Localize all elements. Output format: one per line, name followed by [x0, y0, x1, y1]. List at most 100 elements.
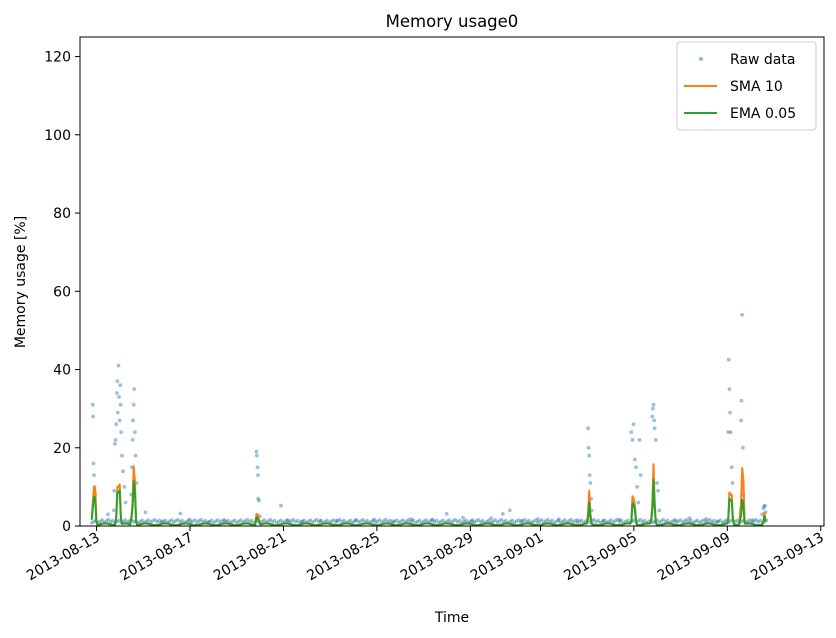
raw-data-point: [153, 517, 157, 522]
raw-data-point: [260, 519, 264, 524]
raw-data-point: [209, 518, 214, 523]
raw-data-point: [116, 363, 121, 368]
raw-data-point: [415, 519, 420, 524]
raw-data-point: [106, 517, 111, 522]
raw-data-point: [348, 518, 353, 523]
raw-data-point: [577, 519, 582, 524]
raw-data-point: [232, 518, 237, 523]
raw-data-point: [632, 457, 637, 462]
raw-data-point: [312, 519, 317, 523]
raw-data-point: [535, 520, 540, 525]
raw-data-point: [457, 518, 462, 523]
raw-data-point: [609, 518, 613, 522]
y-tick-label: 40: [53, 363, 71, 379]
raw-data-point: [291, 517, 296, 522]
raw-data-point: [556, 518, 561, 523]
raw-data-point: [602, 518, 607, 523]
raw-data-point: [285, 518, 290, 522]
raw-data-point: [455, 520, 460, 524]
raw-data-point: [650, 414, 655, 419]
raw-data-point: [527, 518, 531, 523]
raw-data-point: [178, 520, 182, 524]
raw-data-point: [115, 410, 120, 415]
raw-data-point: [150, 519, 155, 523]
raw-data-point: [270, 520, 275, 524]
raw-data-point: [642, 518, 647, 523]
raw-data-point: [441, 518, 445, 523]
raw-data-point: [300, 519, 304, 524]
raw-data-point: [237, 519, 241, 524]
raw-data-point: [635, 485, 639, 489]
raw-data-point: [550, 518, 554, 523]
raw-data-point: [510, 518, 514, 523]
raw-data-point: [157, 518, 161, 523]
raw-data-point: [715, 519, 720, 524]
raw-data-point: [409, 517, 414, 522]
raw-data-point: [762, 504, 767, 509]
raw-data-point: [178, 511, 183, 516]
raw-data-point: [763, 503, 767, 508]
raw-data-point: [478, 520, 483, 524]
raw-data-point: [180, 518, 184, 523]
raw-data-point: [638, 473, 643, 477]
raw-data-point: [213, 519, 218, 524]
raw-data-point: [120, 453, 124, 458]
raw-data-point: [114, 422, 119, 427]
raw-data-point: [359, 519, 363, 523]
raw-data-point: [333, 520, 338, 524]
raw-data-point: [761, 506, 766, 511]
raw-data-point: [514, 519, 519, 524]
raw-data-point: [279, 503, 283, 508]
raw-data-point: [695, 518, 699, 523]
raw-data-point: [394, 518, 399, 523]
raw-data-point: [286, 518, 290, 523]
raw-data-point: [655, 481, 659, 485]
raw-data-point: [476, 517, 481, 522]
y-tick-label: 20: [53, 441, 71, 457]
raw-data-point: [539, 518, 544, 522]
raw-data-point: [115, 391, 119, 395]
raw-data-point: [396, 520, 401, 525]
ema-005-line: [90, 478, 767, 527]
raw-data-point: [756, 520, 760, 524]
raw-data-point: [640, 520, 645, 524]
raw-data-point: [752, 519, 756, 523]
raw-data-point: [335, 519, 340, 523]
x-axis-label: Time: [434, 610, 469, 626]
raw-data-point: [407, 517, 411, 522]
raw-data-point: [708, 517, 712, 522]
raw-data-point: [586, 445, 591, 450]
raw-data-point: [104, 519, 109, 523]
raw-data-point: [712, 518, 716, 523]
raw-data-point: [588, 481, 593, 485]
raw-data-point: [631, 422, 636, 427]
raw-data-point: [739, 398, 744, 403]
raw-data-point: [718, 518, 723, 523]
raw-data-point: [729, 519, 733, 523]
raw-data-point: [705, 519, 710, 523]
raw-data-point: [728, 430, 733, 434]
raw-data-point: [159, 519, 164, 524]
raw-data-point: [110, 518, 115, 523]
raw-data-point: [234, 520, 239, 525]
raw-data-point: [516, 518, 521, 522]
raw-data-point: [405, 519, 409, 523]
raw-data-point: [726, 357, 731, 362]
raw-data-point: [613, 519, 617, 523]
raw-data-point: [352, 519, 357, 524]
raw-data-point: [619, 518, 624, 523]
raw-data-point: [382, 519, 386, 523]
raw-data-point: [329, 519, 334, 524]
raw-data-point: [594, 520, 598, 524]
raw-data-point: [730, 481, 735, 485]
raw-data-point: [567, 519, 571, 523]
raw-data-point: [518, 520, 523, 524]
raw-data-point: [579, 518, 584, 523]
raw-data-point: [495, 520, 500, 524]
raw-data-point: [372, 517, 377, 522]
raw-data-point: [652, 418, 657, 423]
raw-data-point: [211, 520, 216, 525]
raw-data-point: [197, 519, 201, 523]
raw-data-point: [353, 518, 358, 522]
raw-data-point: [216, 518, 220, 522]
